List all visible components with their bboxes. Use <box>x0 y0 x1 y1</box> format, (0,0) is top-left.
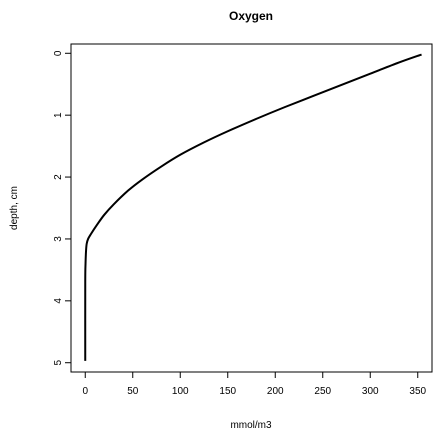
y-tick-label: 4 <box>53 298 64 304</box>
oxygen-profile-line <box>84 53 422 361</box>
chart-title: Oxygen <box>229 9 273 23</box>
y-tick-label: 2 <box>53 174 64 180</box>
x-tick-label: 0 <box>82 386 88 397</box>
series-group <box>84 53 422 361</box>
y-tick-label: 3 <box>53 236 64 242</box>
x-tick-label: 150 <box>219 386 236 397</box>
plot-frame <box>70 43 433 373</box>
x-axis-label: mmol/m3 <box>230 420 272 431</box>
x-tick-label: 50 <box>127 386 139 397</box>
x-tick-label: 250 <box>314 386 331 397</box>
x-tick-label: 100 <box>172 386 189 397</box>
y-tick-label: 0 <box>53 50 64 56</box>
y-axis: 0 1 2 3 4 5 <box>53 50 71 365</box>
y-tick-label: 5 <box>53 359 64 365</box>
y-tick-label: 1 <box>53 112 64 118</box>
x-tick-label: 300 <box>362 386 379 397</box>
x-tick-label: 350 <box>409 386 426 397</box>
x-axis: 0 50 100 150 200 250 300 350 <box>82 372 427 397</box>
y-axis-label: depth, cm <box>9 186 20 230</box>
x-tick-label: 200 <box>267 386 284 397</box>
